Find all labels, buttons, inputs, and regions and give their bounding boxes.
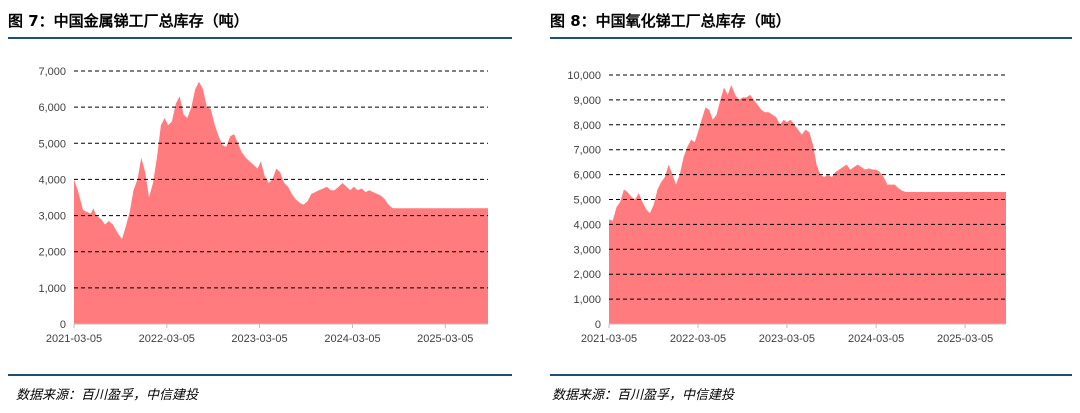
x-tick-label: 2022-03-05 <box>670 333 726 345</box>
y-tick-label: 4,000 <box>573 219 601 231</box>
x-tick-label: 2024-03-05 <box>324 333 380 345</box>
x-tick-label: 2025-03-05 <box>417 333 473 345</box>
y-tick-label: 6,000 <box>38 102 66 114</box>
figure-8-top-rule <box>550 37 1072 39</box>
figure-7-title: 图 7：中国金属锑工厂总库存（吨） <box>8 12 249 30</box>
figure-8-chart: 0 1,000 2,000 3,000 4,000 5,000 6,000 7,000 8,00… <box>567 70 1006 345</box>
y-tick-label: 2,000 <box>573 269 601 281</box>
y-tick-label: 7,000 <box>573 145 601 157</box>
y-tick-label: 10,000 <box>567 70 601 82</box>
figure-7-panel: 图 7：中国金属锑工厂总库存（吨） 0 1,000 2,000 3,000 4,000 5… <box>8 12 512 403</box>
y-tick-label: 7,000 <box>38 66 66 78</box>
y-tick-label: 9,000 <box>573 95 601 107</box>
figure-8-bottom-rule <box>550 374 1072 376</box>
series-area-0 <box>74 81 488 324</box>
y-tick-label: 5,000 <box>573 195 601 207</box>
x-tick-label: 2025-03-05 <box>937 333 993 345</box>
series-area-0 <box>609 85 1006 324</box>
figure-8-title: 图 8：中国氧化锑工厂总库存（吨） <box>550 12 791 30</box>
x-tick-label: 2021-03-05 <box>46 333 102 345</box>
figure-7-top-rule <box>8 37 512 39</box>
figure-7-chart: 0 1,000 2,000 3,000 4,000 5,000 6,000 7,000 2021… <box>38 66 488 345</box>
y-tick-label: 1,000 <box>38 283 66 295</box>
y-tick-label: 6,000 <box>573 170 601 182</box>
figure-8-source: 数据来源：百川盈孚，中信建投 <box>552 388 735 403</box>
x-tick-label: 2021-03-05 <box>581 333 637 345</box>
x-tick-label: 2022-03-05 <box>139 333 195 345</box>
y-tick-label: 1,000 <box>573 294 601 306</box>
y-tick-label: 5,000 <box>38 138 66 150</box>
figure-8-panel: 图 8：中国氧化锑工厂总库存（吨） 0 1,000 2,000 3,000 4,000 5… <box>540 0 1080 413</box>
x-tick-label: 2023-03-05 <box>231 333 287 345</box>
y-tick-label: 3,000 <box>38 211 66 223</box>
y-tick-label: 0 <box>60 319 66 331</box>
y-tick-label: 8,000 <box>573 120 601 132</box>
y-tick-label: 3,000 <box>573 244 601 256</box>
y-tick-label: 4,000 <box>38 174 66 186</box>
figure-7-source: 数据来源：百川盈孚，中信建投 <box>16 388 199 403</box>
y-tick-label: 2,000 <box>38 247 66 259</box>
x-tick-label: 2024-03-05 <box>848 333 904 345</box>
y-tick-label: 0 <box>595 319 601 331</box>
x-tick-label: 2023-03-05 <box>759 333 815 345</box>
figure-7-bottom-rule <box>8 374 512 376</box>
